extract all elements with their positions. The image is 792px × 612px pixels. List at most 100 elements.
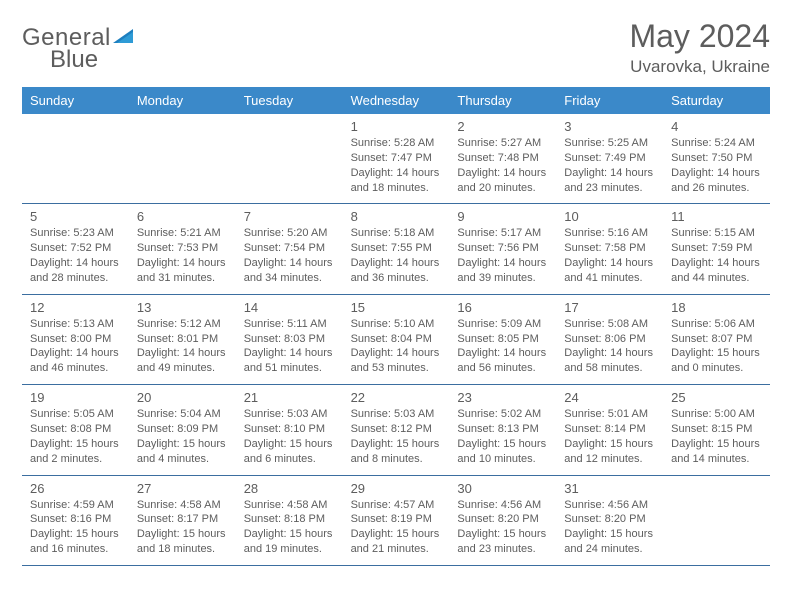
sunrise-line: Sunrise: 4:56 AM (564, 498, 655, 513)
sunset-line: Sunset: 7:49 PM (564, 151, 655, 166)
daylight-line-2: and 28 minutes. (30, 271, 121, 286)
sunrise-line: Sunrise: 5:17 AM (457, 226, 548, 241)
sunrise-line: Sunrise: 5:20 AM (244, 226, 335, 241)
daylight-line-2: and 21 minutes. (351, 542, 442, 557)
day-cell: 3Sunrise: 5:25 AMSunset: 7:49 PMDaylight… (556, 114, 663, 203)
daylight-line-2: and 14 minutes. (671, 452, 762, 467)
sunset-line: Sunset: 8:05 PM (457, 332, 548, 347)
daylight-line-2: and 8 minutes. (351, 452, 442, 467)
sunset-line: Sunset: 7:59 PM (671, 241, 762, 256)
sunrise-line: Sunrise: 5:01 AM (564, 407, 655, 422)
day-number: 2 (457, 119, 548, 134)
sunset-line: Sunset: 8:03 PM (244, 332, 335, 347)
daylight-line-2: and 53 minutes. (351, 361, 442, 376)
day-cell: 7Sunrise: 5:20 AMSunset: 7:54 PMDaylight… (236, 204, 343, 293)
daylight-line-1: Daylight: 15 hours (137, 527, 228, 542)
sunrise-line: Sunrise: 4:58 AM (137, 498, 228, 513)
day-number: 24 (564, 390, 655, 405)
sunrise-line: Sunrise: 5:02 AM (457, 407, 548, 422)
page-header: General May 2024 Uvarovka, Ukraine (22, 18, 770, 77)
sunrise-line: Sunrise: 5:03 AM (351, 407, 442, 422)
day-number: 27 (137, 481, 228, 496)
sunset-line: Sunset: 8:00 PM (30, 332, 121, 347)
week-row: 26Sunrise: 4:59 AMSunset: 8:16 PMDayligh… (22, 476, 770, 566)
daylight-line-2: and 56 minutes. (457, 361, 548, 376)
daylight-line-1: Daylight: 14 hours (351, 346, 442, 361)
day-number: 15 (351, 300, 442, 315)
day-cell: 18Sunrise: 5:06 AMSunset: 8:07 PMDayligh… (663, 295, 770, 384)
day-cell: 13Sunrise: 5:12 AMSunset: 8:01 PMDayligh… (129, 295, 236, 384)
sunrise-line: Sunrise: 5:18 AM (351, 226, 442, 241)
day-cell: 26Sunrise: 4:59 AMSunset: 8:16 PMDayligh… (22, 476, 129, 565)
sunrise-line: Sunrise: 5:03 AM (244, 407, 335, 422)
daylight-line-1: Daylight: 15 hours (564, 437, 655, 452)
day-number: 14 (244, 300, 335, 315)
day-number: 17 (564, 300, 655, 315)
day-number: 4 (671, 119, 762, 134)
sunset-line: Sunset: 8:18 PM (244, 512, 335, 527)
daylight-line-2: and 6 minutes. (244, 452, 335, 467)
sunset-line: Sunset: 8:15 PM (671, 422, 762, 437)
day-cell: 2Sunrise: 5:27 AMSunset: 7:48 PMDaylight… (449, 114, 556, 203)
weekday-header-monday: Monday (129, 87, 236, 114)
day-cell: 25Sunrise: 5:00 AMSunset: 8:15 PMDayligh… (663, 385, 770, 474)
day-number: 6 (137, 209, 228, 224)
day-cell (22, 114, 129, 203)
sunrise-line: Sunrise: 4:57 AM (351, 498, 442, 513)
daylight-line-1: Daylight: 14 hours (137, 346, 228, 361)
month-title: May 2024 (629, 18, 770, 55)
day-cell: 8Sunrise: 5:18 AMSunset: 7:55 PMDaylight… (343, 204, 450, 293)
sunrise-line: Sunrise: 5:06 AM (671, 317, 762, 332)
day-cell: 23Sunrise: 5:02 AMSunset: 8:13 PMDayligh… (449, 385, 556, 474)
sunrise-line: Sunrise: 5:25 AM (564, 136, 655, 151)
day-number: 22 (351, 390, 442, 405)
sunset-line: Sunset: 8:16 PM (30, 512, 121, 527)
week-row: 5Sunrise: 5:23 AMSunset: 7:52 PMDaylight… (22, 204, 770, 294)
weekday-header-thursday: Thursday (449, 87, 556, 114)
sunrise-line: Sunrise: 5:00 AM (671, 407, 762, 422)
daylight-line-2: and 0 minutes. (671, 361, 762, 376)
day-cell: 20Sunrise: 5:04 AMSunset: 8:09 PMDayligh… (129, 385, 236, 474)
daylight-line-2: and 4 minutes. (137, 452, 228, 467)
sunset-line: Sunset: 8:20 PM (564, 512, 655, 527)
daylight-line-1: Daylight: 14 hours (564, 256, 655, 271)
sunrise-line: Sunrise: 5:12 AM (137, 317, 228, 332)
sunrise-line: Sunrise: 5:27 AM (457, 136, 548, 151)
daylight-line-2: and 36 minutes. (351, 271, 442, 286)
sunset-line: Sunset: 8:01 PM (137, 332, 228, 347)
sunset-line: Sunset: 8:14 PM (564, 422, 655, 437)
daylight-line-2: and 24 minutes. (564, 542, 655, 557)
day-number: 1 (351, 119, 442, 134)
day-cell: 12Sunrise: 5:13 AMSunset: 8:00 PMDayligh… (22, 295, 129, 384)
daylight-line-1: Daylight: 14 hours (137, 256, 228, 271)
daylight-line-2: and 23 minutes. (457, 542, 548, 557)
day-number: 21 (244, 390, 335, 405)
sunrise-line: Sunrise: 5:23 AM (30, 226, 121, 241)
daylight-line-1: Daylight: 15 hours (244, 527, 335, 542)
week-row: 19Sunrise: 5:05 AMSunset: 8:08 PMDayligh… (22, 385, 770, 475)
daylight-line-2: and 23 minutes. (564, 181, 655, 196)
sunrise-line: Sunrise: 5:21 AM (137, 226, 228, 241)
day-cell: 6 Sunrise: 5:21 AMSunset: 7:53 PMDaylight… (129, 204, 236, 293)
sunset-line: Sunset: 8:08 PM (30, 422, 121, 437)
day-number: 29 (351, 481, 442, 496)
brand-triangle-icon (113, 27, 135, 50)
daylight-line-2: and 12 minutes. (564, 452, 655, 467)
day-number: 7 (244, 209, 335, 224)
day-cell: 11Sunrise: 5:15 AMSunset: 7:59 PMDayligh… (663, 204, 770, 293)
daylight-line-1: Daylight: 15 hours (457, 527, 548, 542)
day-cell: 4Sunrise: 5:24 AMSunset: 7:50 PMDaylight… (663, 114, 770, 203)
day-cell: 30Sunrise: 4:56 AMSunset: 8:20 PMDayligh… (449, 476, 556, 565)
day-cell: 21Sunrise: 5:03 AMSunset: 8:10 PMDayligh… (236, 385, 343, 474)
sunset-line: Sunset: 7:56 PM (457, 241, 548, 256)
sunset-line: Sunset: 7:53 PM (137, 241, 228, 256)
sunset-line: Sunset: 7:54 PM (244, 241, 335, 256)
sunrise-line: Sunrise: 4:58 AM (244, 498, 335, 513)
day-cell: 1Sunrise: 5:28 AMSunset: 7:47 PMDaylight… (343, 114, 450, 203)
sunrise-line: Sunrise: 5:09 AM (457, 317, 548, 332)
day-number: 16 (457, 300, 548, 315)
daylight-line-1: Daylight: 15 hours (137, 437, 228, 452)
daylight-line-1: Daylight: 15 hours (671, 437, 762, 452)
day-cell (663, 476, 770, 565)
daylight-line-2: and 19 minutes. (244, 542, 335, 557)
